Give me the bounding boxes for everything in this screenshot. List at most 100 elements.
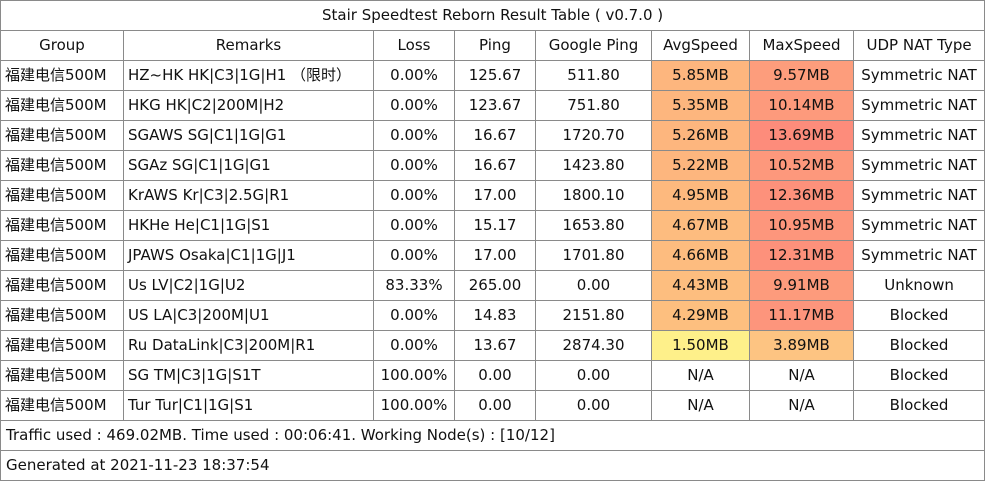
header-remarks: Remarks (123, 30, 374, 61)
cell-ping: 0.00 (454, 360, 536, 391)
header-avg-speed: AvgSpeed (651, 30, 750, 61)
cell-remarks: JPAWS Osaka|C1|1G|J1 (123, 240, 374, 271)
table-row: 福建电信500M SGAz SG|C1|1G|G1 0.00% 16.67 1423.8… (0, 150, 985, 181)
cell-remarks: Us LV|C2|1G|U2 (123, 270, 374, 301)
cell-remarks: HKG HK|C2|200M|H2 (123, 90, 374, 121)
footer-traffic-row: Traffic used : 469.02MB. Time used : 00:… (0, 420, 985, 451)
cell-google-ping: 1720.70 (535, 120, 652, 151)
cell-ping: 13.67 (454, 330, 536, 361)
cell-google-ping: 1800.10 (535, 180, 652, 211)
cell-remarks: HKHe He|C1|1G|S1 (123, 210, 374, 241)
cell-ping: 125.67 (454, 60, 536, 91)
cell-google-ping: 0.00 (535, 360, 652, 391)
table-row: 福建电信500M HKHe He|C1|1G|S1 0.00% 15.17 1653.8… (0, 210, 985, 241)
cell-group: 福建电信500M (0, 300, 124, 331)
cell-loss: 0.00% (373, 90, 455, 121)
cell-ping: 17.00 (454, 180, 536, 211)
cell-avg-speed: 4.43MB (651, 270, 750, 301)
cell-avg-speed: 4.67MB (651, 210, 750, 241)
cell-google-ping: 751.80 (535, 90, 652, 121)
cell-udp-nat-type: Symmetric NAT (852, 120, 985, 151)
cell-avg-speed: 5.26MB (651, 120, 750, 151)
cell-google-ping: 0.00 (535, 270, 652, 301)
cell-udp-nat-type: Symmetric NAT (852, 90, 985, 121)
cell-remarks: US LA|C3|200M|U1 (123, 300, 374, 331)
cell-group: 福建电信500M (0, 60, 124, 91)
header-google-ping: Google Ping (535, 30, 652, 61)
cell-avg-speed: 5.85MB (651, 60, 750, 91)
cell-avg-speed: 5.22MB (651, 150, 750, 181)
result-rows: 福建电信500M HZ~HK HK|C3|1G|H1 （限时） 0.00% 125.6… (0, 60, 985, 421)
cell-group: 福建电信500M (0, 390, 124, 421)
cell-loss: 100.00% (373, 360, 455, 391)
cell-remarks: SGAWS SG|C1|1G|G1 (123, 120, 374, 151)
cell-group: 福建电信500M (0, 330, 124, 361)
cell-remarks: Tur Tur|C1|1G|S1 (123, 390, 374, 421)
cell-udp-nat-type: Blocked (852, 300, 985, 331)
table-row: 福建电信500M Tur Tur|C1|1G|S1 100.00% 0.00 0.00 N… (0, 390, 985, 421)
generated-timestamp: Generated at 2021-11-23 18:37:54 (0, 450, 985, 481)
header-row: Group Remarks Loss Ping Google Ping AvgS… (0, 30, 985, 61)
cell-loss: 0.00% (373, 240, 455, 271)
table-row: 福建电信500M US LA|C3|200M|U1 0.00% 14.83 2151.8… (0, 300, 985, 331)
cell-max-speed: 13.69MB (749, 120, 854, 151)
cell-group: 福建电信500M (0, 120, 124, 151)
cell-google-ping: 511.80 (535, 60, 652, 91)
cell-google-ping: 2151.80 (535, 300, 652, 331)
cell-google-ping: 1423.80 (535, 150, 652, 181)
cell-ping: 16.67 (454, 150, 536, 181)
cell-group: 福建电信500M (0, 240, 124, 271)
cell-loss: 0.00% (373, 300, 455, 331)
cell-udp-nat-type: Symmetric NAT (852, 210, 985, 241)
cell-google-ping: 1653.80 (535, 210, 652, 241)
cell-udp-nat-type: Symmetric NAT (852, 180, 985, 211)
cell-max-speed: 9.57MB (749, 60, 854, 91)
table-row: 福建电信500M SGAWS SG|C1|1G|G1 0.00% 16.67 1720.… (0, 120, 985, 151)
cell-group: 福建电信500M (0, 150, 124, 181)
cell-loss: 100.00% (373, 390, 455, 421)
cell-udp-nat-type: Blocked (852, 360, 985, 391)
cell-remarks: SGAz SG|C1|1G|G1 (123, 150, 374, 181)
table-row: 福建电信500M HKG HK|C2|200M|H2 0.00% 123.67 751.… (0, 90, 985, 121)
cell-avg-speed: 4.95MB (651, 180, 750, 211)
cell-remarks: KrAWS Kr|C3|2.5G|R1 (123, 180, 374, 211)
table-row: 福建电信500M KrAWS Kr|C3|2.5G|R1 0.00% 17.00 180… (0, 180, 985, 211)
cell-ping: 0.00 (454, 390, 536, 421)
cell-udp-nat-type: Symmetric NAT (852, 150, 985, 181)
cell-max-speed: 12.31MB (749, 240, 854, 271)
cell-group: 福建电信500M (0, 90, 124, 121)
cell-google-ping: 1701.80 (535, 240, 652, 271)
title-row: Stair Speedtest Reborn Result Table ( v0… (0, 0, 985, 31)
cell-loss: 83.33% (373, 270, 455, 301)
cell-ping: 16.67 (454, 120, 536, 151)
cell-max-speed: 9.91MB (749, 270, 854, 301)
cell-max-speed: 12.36MB (749, 180, 854, 211)
cell-udp-nat-type: Symmetric NAT (852, 60, 985, 91)
cell-avg-speed: 1.50MB (651, 330, 750, 361)
cell-remarks: SG TM|C3|1G|S1T (123, 360, 374, 391)
cell-max-speed: N/A (749, 360, 854, 391)
table-row: 福建电信500M HZ~HK HK|C3|1G|H1 （限时） 0.00% 125.6… (0, 60, 985, 91)
cell-ping: 123.67 (454, 90, 536, 121)
cell-loss: 0.00% (373, 150, 455, 181)
cell-avg-speed: 4.66MB (651, 240, 750, 271)
cell-max-speed: 10.95MB (749, 210, 854, 241)
cell-ping: 265.00 (454, 270, 536, 301)
cell-udp-nat-type: Unknown (852, 270, 985, 301)
cell-ping: 14.83 (454, 300, 536, 331)
cell-max-speed: 3.89MB (749, 330, 854, 361)
table-row: 福建电信500M Ru DataLink|C3|200M|R1 0.00% 13.67… (0, 330, 985, 361)
header-ping: Ping (454, 30, 536, 61)
header-loss: Loss (373, 30, 455, 61)
cell-group: 福建电信500M (0, 360, 124, 391)
cell-avg-speed: N/A (651, 360, 750, 391)
cell-google-ping: 0.00 (535, 390, 652, 421)
cell-max-speed: 10.14MB (749, 90, 854, 121)
cell-max-speed: N/A (749, 390, 854, 421)
cell-ping: 17.00 (454, 240, 536, 271)
cell-remarks: HZ~HK HK|C3|1G|H1 （限时） (123, 60, 374, 91)
cell-remarks: Ru DataLink|C3|200M|R1 (123, 330, 374, 361)
cell-max-speed: 11.17MB (749, 300, 854, 331)
cell-group: 福建电信500M (0, 180, 124, 211)
